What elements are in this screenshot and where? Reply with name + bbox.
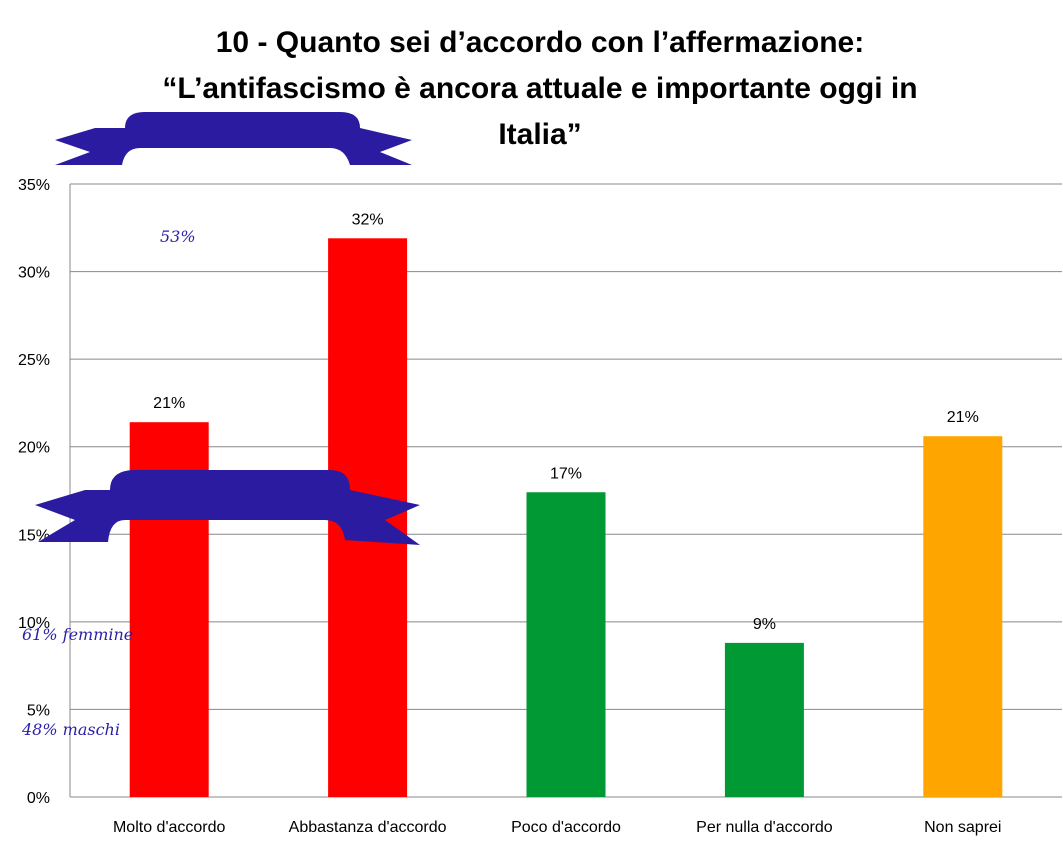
value-label: 21% (947, 409, 979, 426)
y-tick-label: 30% (18, 265, 50, 282)
value-label: 21% (153, 395, 185, 412)
y-tick-label: 20% (18, 440, 50, 457)
x-tick-label: Poco d'accordo (511, 819, 621, 836)
x-tick-label: Per nulla d'accordo (696, 819, 833, 836)
x-tick-label: Abbastanza d'accordo (289, 819, 447, 836)
value-label: 9% (753, 616, 776, 633)
y-tick-label: 25% (18, 352, 50, 369)
annotation-layer: 53% 61% femmine 48% maschi (21, 112, 420, 739)
chart-title: “L’antifascismo è ancora attuale e impor… (162, 72, 917, 105)
x-tick-label: Non saprei (924, 819, 1001, 836)
chart-title: Italia” (498, 118, 581, 151)
bar (724, 642, 804, 797)
annotation: 48% maschi (21, 720, 120, 739)
bar (923, 436, 1003, 797)
y-tick-label: 0% (27, 790, 50, 807)
y-tick-label: 5% (27, 702, 50, 719)
chart-title: 10 - Quanto sei d’accordo con l’affermaz… (216, 26, 864, 59)
x-tick-label: Molto d'accordo (113, 819, 226, 836)
value-label: 32% (352, 211, 384, 228)
y-tick-label: 35% (18, 177, 50, 194)
ribbon (35, 470, 420, 545)
bar (526, 492, 606, 797)
annotation: 61% femmine (22, 625, 133, 644)
y-tick-label: 10% (18, 615, 50, 632)
value-label: 17% (550, 465, 582, 482)
ribbon (55, 112, 412, 165)
annotation: 53% (160, 227, 196, 246)
